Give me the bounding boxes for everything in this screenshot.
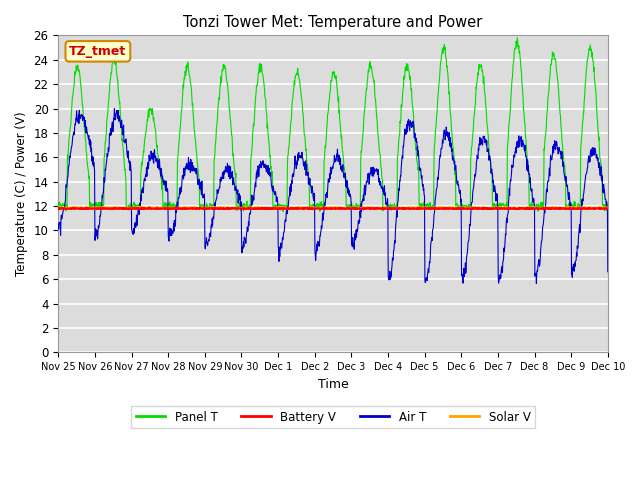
X-axis label: Time: Time bbox=[317, 378, 348, 391]
Y-axis label: Temperature (C) / Power (V): Temperature (C) / Power (V) bbox=[15, 111, 28, 276]
Title: Tonzi Tower Met: Temperature and Power: Tonzi Tower Met: Temperature and Power bbox=[184, 15, 483, 30]
Legend: Panel T, Battery V, Air T, Solar V: Panel T, Battery V, Air T, Solar V bbox=[131, 406, 535, 428]
Text: TZ_tmet: TZ_tmet bbox=[69, 45, 127, 58]
